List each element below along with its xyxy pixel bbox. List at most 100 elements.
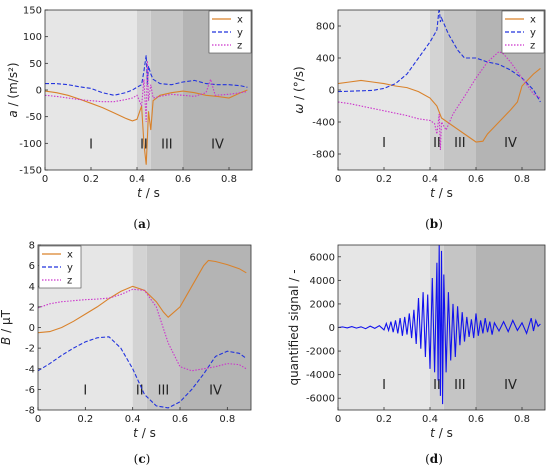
y-tick-label: -50 (26, 112, 42, 123)
x-tick-label: 0.2 (376, 414, 392, 425)
y-tick-label: -2000 (306, 347, 335, 358)
legend: xyz (38, 245, 82, 289)
x-axis-label: t / s (133, 426, 156, 440)
y-axis-label: a / (m/s²) (6, 62, 20, 117)
series-line (338, 245, 541, 405)
y-tick-label: 4000 (310, 276, 335, 287)
y-tick-label: -800 (312, 150, 335, 161)
y-tick-label: 0 (329, 323, 335, 334)
legend-label-y: y (237, 28, 243, 39)
y-tick-label: 0 (29, 323, 35, 334)
legend-label-x: x (67, 250, 73, 261)
y-tick-label: -4000 (306, 370, 335, 381)
phase-region-I (45, 10, 137, 170)
legend: xyz (501, 10, 545, 54)
phase-label-II: II (433, 136, 441, 151)
y-tick-label: -6 (25, 385, 35, 396)
legend: xyz (208, 10, 252, 54)
phase-label-IV: IV (504, 378, 517, 393)
phase-label-II: II (136, 383, 144, 398)
y-tick-label: 8 (29, 241, 35, 252)
series-line-x (45, 89, 248, 165)
y-tick-label: 6 (29, 261, 35, 272)
panel-caption: (c) (134, 452, 151, 466)
y-tick-label: 6000 (310, 252, 335, 263)
x-tick-label: 0.4 (422, 414, 438, 425)
phase-region-III (443, 10, 476, 170)
panel-caption: (b) (425, 217, 443, 231)
x-tick-label: 0.8 (514, 414, 530, 425)
phase-region-IV (180, 245, 251, 410)
y-tick-label: -150 (19, 166, 42, 177)
y-tick-label: 2000 (310, 299, 335, 310)
x-tick-label: 0.4 (125, 414, 141, 425)
y-tick-label: 150 (23, 6, 42, 17)
x-axis-label: t / s (430, 186, 453, 200)
chart-d: I II III IV0 0.2 0.4 0.6 0.8-6000-4000-20000200… (287, 244, 546, 466)
legend-label-y: y (67, 263, 73, 274)
x-tick-label: 0 (35, 414, 41, 425)
x-tick-label: 0 (335, 414, 341, 425)
x-tick-label: 0.6 (468, 174, 484, 185)
y-tick-label: 100 (23, 32, 42, 43)
y-tick-label: 800 (316, 22, 335, 33)
phase-region-II (430, 10, 444, 170)
y-tick-label: 50 (29, 59, 42, 70)
x-tick-label: 0.8 (514, 174, 530, 185)
y-tick-label: -4 (25, 364, 35, 375)
legend-label-z: z (67, 276, 72, 287)
x-axis-label: t / s (137, 186, 160, 200)
phase-label-IV: IV (211, 137, 224, 152)
series-line-z (38, 288, 247, 372)
panel-caption: (d) (425, 452, 443, 466)
panel-caption: (a) (133, 217, 150, 231)
x-axis-label: t / s (430, 426, 453, 440)
chart-a: I II III IV0 0.2 0.4 0.6 0.8-150-100-5005010015… (6, 6, 253, 231)
x-tick-label: 0 (42, 174, 48, 185)
phase-label-I: I (89, 137, 93, 152)
x-tick-label: 0.6 (172, 414, 188, 425)
x-tick-label: 0 (335, 174, 341, 185)
x-tick-label: 0.8 (219, 414, 235, 425)
y-tick-label: -100 (19, 139, 42, 150)
y-axis-label: ω / (°/s) (292, 66, 306, 113)
phase-label-I: I (382, 378, 386, 393)
phase-label-I: I (382, 136, 386, 151)
legend-label-y: y (530, 28, 536, 39)
series-line-z (338, 50, 541, 151)
phase-region-III (150, 10, 183, 170)
x-tick-label: 0.6 (468, 414, 484, 425)
series-line-z (45, 60, 248, 123)
phase-label-III: III (161, 137, 173, 152)
y-tick-label: 400 (316, 54, 335, 65)
series-line-y (38, 336, 247, 409)
legend-label-x: x (530, 15, 536, 26)
x-tick-label: 0.8 (221, 174, 237, 185)
phase-region-IV (476, 245, 545, 410)
series-line-x (38, 259, 247, 334)
phase-region-II (132, 245, 147, 410)
x-tick-label: 0.2 (376, 174, 392, 185)
y-tick-label: 0 (36, 86, 42, 97)
series-line-y (45, 55, 248, 96)
legend-label-z: z (530, 41, 535, 52)
y-tick-label: 0 (329, 86, 335, 97)
y-tick-label: -400 (312, 118, 335, 129)
phase-label-II: II (433, 378, 441, 393)
series-line-x (338, 67, 541, 143)
series-line-y (338, 10, 541, 103)
y-tick-label: -6000 (306, 394, 335, 405)
y-tick-label: 4 (29, 282, 35, 293)
phase-label-IV: IV (504, 136, 517, 151)
x-tick-label: 0.4 (422, 174, 438, 185)
x-tick-label: 0.2 (83, 174, 99, 185)
x-tick-label: 0.6 (175, 174, 191, 185)
legend-label-z: z (237, 41, 242, 52)
y-axis-label: quantified signal / - (287, 269, 301, 385)
y-tick-label: -2 (25, 344, 35, 355)
y-tick-label: 2 (29, 302, 35, 313)
y-tick-label: -8 (25, 406, 35, 417)
